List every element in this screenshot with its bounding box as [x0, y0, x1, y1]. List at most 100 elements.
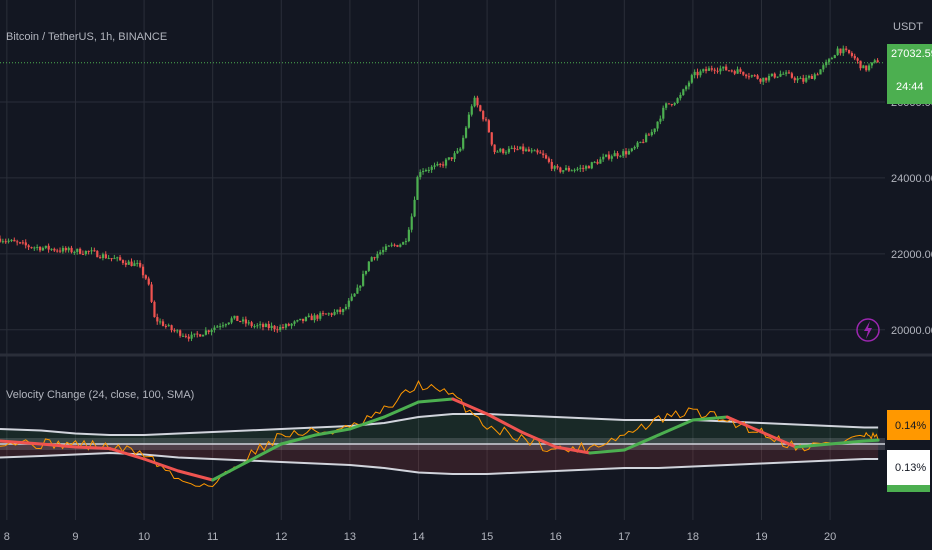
- candle: [313, 313, 316, 323]
- candle: [276, 326, 279, 333]
- candle: [507, 146, 511, 155]
- candle: [827, 57, 831, 65]
- ma-line-segment: [554, 445, 592, 455]
- candle: [350, 293, 353, 302]
- candle: [619, 154, 622, 158]
- candle: [419, 169, 422, 180]
- candle: [119, 254, 122, 262]
- candle: [124, 260, 127, 268]
- candle: [544, 153, 548, 160]
- candle: [636, 141, 639, 149]
- candle: [233, 315, 236, 320]
- candle: [625, 147, 628, 158]
- candle: [87, 250, 90, 255]
- candle: [261, 322, 265, 331]
- candle: [736, 66, 739, 74]
- candle: [427, 166, 430, 174]
- indicator-lines[interactable]: [0, 379, 885, 488]
- candle: [113, 254, 116, 260]
- alert-button[interactable]: [856, 318, 880, 342]
- candle: [799, 76, 802, 80]
- candle: [67, 246, 70, 253]
- time-tick-label: 17: [618, 531, 630, 543]
- time-tick-label: 18: [687, 531, 699, 543]
- candle: [387, 245, 390, 247]
- time-tick-label: 9: [72, 531, 78, 543]
- candle: [379, 249, 382, 256]
- candle: [462, 135, 465, 151]
- candle: [99, 255, 102, 259]
- ma-line-segment: [416, 397, 455, 404]
- candle: [81, 250, 85, 255]
- candle: [179, 329, 182, 338]
- candle: [342, 308, 345, 316]
- candle: [150, 281, 153, 304]
- candle: [876, 58, 879, 63]
- candle: [193, 333, 196, 338]
- candle: [13, 237, 16, 242]
- candle: [133, 260, 136, 267]
- candle: [573, 168, 576, 173]
- time-tick-label: 12: [275, 531, 287, 543]
- price-tick-label: 20000.00: [891, 325, 932, 337]
- ma-line-segment: [382, 400, 420, 419]
- candle: [756, 74, 759, 80]
- candle: [453, 151, 456, 163]
- candle: [602, 153, 605, 162]
- candle: [147, 276, 150, 286]
- candle: [553, 165, 556, 172]
- candle: [776, 76, 779, 79]
- ma-line-segment: [314, 427, 352, 437]
- candle: [702, 68, 705, 73]
- candle: [384, 243, 388, 253]
- candle: [493, 144, 496, 155]
- candle: [127, 259, 130, 265]
- candle: [833, 54, 836, 59]
- candle: [310, 313, 313, 321]
- time-tick-label: 8: [4, 531, 10, 543]
- candle: [201, 334, 205, 337]
- ma-line-segment: [142, 457, 180, 473]
- candle: [547, 156, 551, 164]
- candle: [596, 159, 599, 165]
- candle: [347, 297, 350, 310]
- candle: [330, 312, 333, 317]
- candle: [79, 247, 82, 255]
- candle: [579, 164, 582, 173]
- candle: [390, 242, 393, 248]
- candle: [264, 322, 268, 328]
- candle: [367, 261, 370, 272]
- price-candles[interactable]: [0, 45, 879, 342]
- candle: [293, 320, 296, 327]
- candle: [139, 260, 142, 269]
- candle: [830, 56, 834, 60]
- ma-line-segment: [0, 439, 43, 446]
- last-price-badge: 27032.59 24:44: [887, 44, 932, 104]
- candle: [725, 64, 728, 71]
- candle: [459, 147, 462, 153]
- candle: [610, 154, 613, 162]
- candle: [0, 235, 2, 243]
- candle: [319, 311, 322, 321]
- candle: [490, 132, 493, 147]
- candle: [104, 251, 107, 259]
- ma-line-segment: [725, 415, 764, 434]
- candle: [647, 132, 651, 136]
- candle: [422, 168, 425, 175]
- candle: [464, 125, 468, 139]
- candle: [364, 270, 368, 276]
- candle: [370, 256, 373, 262]
- velocity-badge-value: 0.14%: [895, 420, 926, 432]
- candle: [673, 102, 676, 107]
- candle: [416, 175, 419, 200]
- candle: [21, 239, 25, 245]
- candle: [516, 145, 519, 151]
- candle: [210, 328, 213, 336]
- ma-line-segment: [176, 469, 215, 482]
- candle: [522, 143, 525, 155]
- candle: [696, 68, 699, 79]
- candle: [779, 70, 782, 78]
- candle: [382, 246, 385, 255]
- candle: [825, 59, 828, 68]
